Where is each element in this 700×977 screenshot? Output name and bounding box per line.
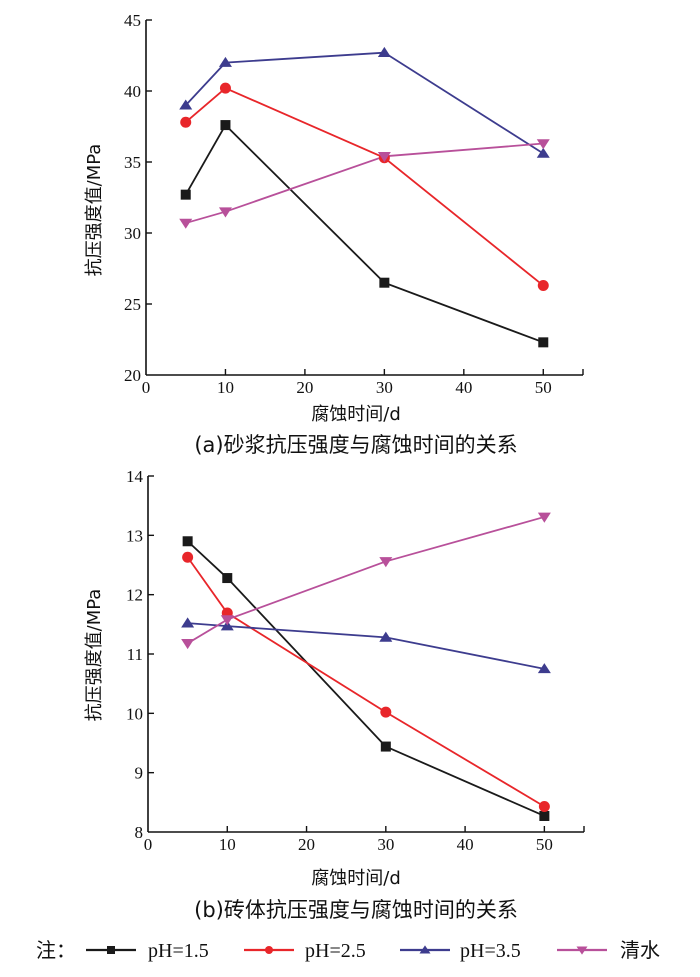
chart-b-data-point-triangle-down — [379, 557, 393, 568]
legend-item: pH=3.5 — [400, 940, 521, 962]
chart-b-data-point-triangle-up — [379, 631, 393, 642]
chart-a-data-point-triangle-up — [377, 46, 391, 57]
chart-a-y-tick-label: 35 — [124, 153, 141, 172]
chart-b-data-point-square — [222, 573, 233, 584]
chart-b-y-tick-label: 10 — [126, 704, 143, 723]
chart-a-data-point-triangle-down — [218, 207, 232, 218]
legend-marker-triangle-up-icon — [419, 945, 431, 954]
chart-a-x-tick-label: 0 — [142, 378, 151, 397]
chart-b-series-line-circle — [186, 556, 545, 808]
chart-b-data-point-triangle-up — [537, 663, 551, 674]
chart-a-data-point-square — [538, 337, 549, 348]
chart-b-data-point-square — [182, 536, 193, 547]
chart-b-y-tick-label: 14 — [126, 467, 144, 486]
chart-a-data-point-circle — [537, 280, 549, 292]
legend-marker-triangle-down-icon — [576, 946, 588, 955]
chart-b-x-tick-label: 50 — [536, 835, 553, 854]
chart-a-data-point-square — [220, 120, 231, 131]
chart-b-x-tick-label: 40 — [457, 835, 474, 854]
legend-item: 清水 — [557, 938, 660, 962]
chart-b-x-tick-label: 30 — [377, 835, 394, 854]
legend-item: pH=2.5 — [244, 940, 366, 962]
chart-b-x-ticks: 0 10 20 30 40 50 — [144, 826, 553, 854]
chart-a-data-point-square — [180, 189, 191, 200]
chart-b-series-line-triangle-up — [187, 622, 545, 670]
chart-b-data-point-circle — [380, 706, 392, 718]
chart-b-data-point-square — [539, 810, 550, 821]
chart-a-data-point-triangle-down — [536, 139, 550, 150]
legend-label: 清水 — [620, 938, 660, 962]
chart-a-axes — [145, 20, 584, 376]
chart-b-data-point-triangle-down — [181, 639, 195, 650]
legend-label: pH=3.5 — [460, 940, 521, 962]
chart-b-y-axis-label: 抗压强度值/MPa — [84, 589, 105, 722]
chart-b-data-point-triangle-up — [181, 617, 195, 628]
chart-b-y-tick-label: 8 — [135, 823, 144, 842]
chart-b-y-ticks: 8 9 10 11 12 13 14 — [126, 467, 154, 842]
legend-item: pH=1.5 — [86, 940, 209, 962]
chart-a-y-tick-label: 40 — [124, 82, 141, 101]
chart-a-x-tick-label: 40 — [455, 378, 472, 397]
chart-b-x-tick-label: 10 — [219, 835, 236, 854]
chart-b-y-tick-label: 12 — [126, 586, 143, 605]
chart-a-x-tick-label: 10 — [217, 378, 234, 397]
chart-a-x-tick-label: 30 — [376, 378, 393, 397]
chart-b-y-tick-label: 11 — [127, 645, 143, 664]
legend-marker-circle-icon — [265, 946, 273, 954]
chart-a-y-tick-label: 25 — [124, 295, 141, 314]
chart-a-data-point-triangle-down — [179, 218, 193, 229]
chart-a-series-line-triangle-up — [185, 51, 544, 155]
chart-a-y-tick-label: 30 — [124, 224, 141, 243]
chart-b-data-point-circle — [182, 551, 194, 563]
chart-a-data-point-circle — [219, 82, 231, 94]
chart-a-x-ticks: 0 10 20 30 40 50 — [142, 369, 552, 397]
chart-a-x-tick-label: 50 — [535, 378, 552, 397]
chart-a-y-tick-label: 20 — [124, 366, 141, 385]
chart-b-x-tick-label: 0 — [144, 835, 153, 854]
chart-b-data-point-square — [380, 741, 391, 752]
legend: 注： pH=1.5 pH=2.5 pH=3.5 清水 — [36, 938, 660, 962]
chart-a-data-point-circle — [180, 116, 192, 128]
chart-a-series-line-square — [184, 123, 544, 344]
chart-a-mortar-strength: 0 10 20 30 40 50 20 25 30 35 40 45 腐蚀时间/d 抗压强度值/MP… — [84, 11, 584, 457]
chart-a-y-tick-label: 45 — [124, 11, 141, 30]
chart-a-caption: (a)砂浆抗压强度与腐蚀时间的关系 — [194, 433, 517, 457]
chart-b-data-point-triangle-up — [220, 620, 234, 631]
chart-b-data-point-circle — [538, 800, 550, 812]
chart-b-data-point-triangle-down — [220, 615, 234, 626]
chart-b-y-tick-label: 13 — [126, 526, 143, 545]
chart-b-caption: (b)砖体抗压强度与腐蚀时间的关系 — [194, 898, 518, 922]
legend-marker-square-icon — [107, 946, 115, 954]
legend-label: pH=2.5 — [305, 940, 366, 962]
chart-b-brick-strength: 0 10 20 30 40 50 8 9 10 11 12 13 14 腐蚀时间/d 抗压强度值/MP… — [84, 467, 585, 922]
chart-b-plot-area — [181, 512, 551, 821]
chart-a-y-axis-label: 抗压强度值/MPa — [84, 144, 105, 277]
legend-prefix: 注： — [36, 938, 76, 962]
chart-a-series-line-triangle-down — [185, 142, 544, 224]
chart-b-y-tick-label: 9 — [135, 764, 144, 783]
chart-a-plot-area — [179, 46, 550, 348]
chart-a-data-point-square — [379, 277, 390, 288]
chart-a-series-line-circle — [185, 87, 544, 287]
chart-a-x-axis-label: 腐蚀时间/d — [311, 404, 401, 425]
chart-a-x-tick-label: 20 — [296, 378, 313, 397]
chart-a-data-point-triangle-down — [377, 152, 391, 163]
chart-a-y-ticks: 20 25 30 35 40 45 — [124, 11, 152, 385]
chart-b-axes — [147, 476, 585, 833]
chart-a-data-point-triangle-up — [179, 99, 193, 110]
legend-label: pH=1.5 — [148, 940, 209, 962]
chart-b-data-point-triangle-down — [537, 512, 551, 523]
chart-a-data-point-triangle-up — [536, 147, 550, 158]
chart-b-series-line-triangle-down — [187, 516, 545, 645]
chart-b-x-tick-label: 20 — [298, 835, 315, 854]
chart-a-data-point-triangle-up — [218, 56, 232, 67]
chart-b-x-axis-label: 腐蚀时间/d — [311, 868, 401, 889]
